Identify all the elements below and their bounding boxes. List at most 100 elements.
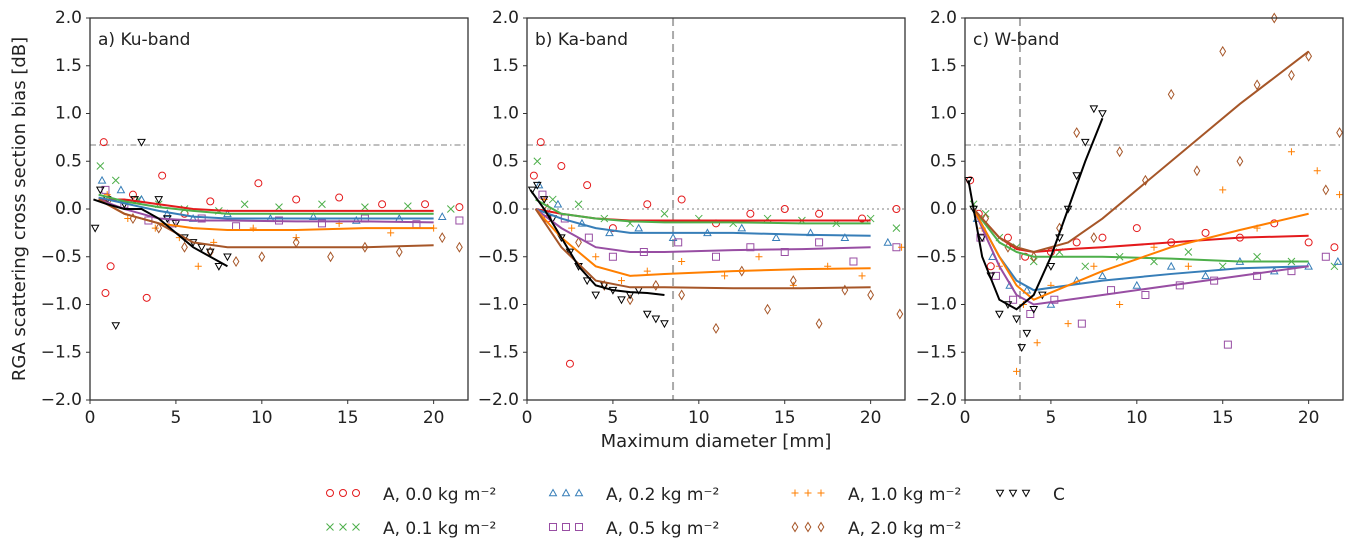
data-point: [1253, 252, 1261, 261]
fit-line: [972, 208, 1309, 253]
y-tick-label: 1.0: [930, 104, 957, 124]
data-point: [591, 291, 601, 300]
data-point: [565, 359, 574, 368]
data-point: [721, 272, 729, 280]
data-point: [617, 296, 626, 305]
legend-marker: [575, 523, 583, 531]
legend-label: A, 1.0 kg m⁻²: [848, 485, 961, 505]
data-point: [964, 177, 973, 185]
data-point: [1321, 252, 1330, 261]
data-point: [1330, 243, 1339, 252]
data-point: [1046, 263, 1056, 271]
y-tick-label: −1.5: [916, 342, 957, 362]
x-tick-label: 0: [522, 408, 533, 428]
data-point: [892, 243, 901, 252]
data-point: [155, 222, 163, 234]
legend-marker: [791, 489, 799, 497]
x-tick-label: 5: [170, 408, 181, 428]
panel: −2.0 −1.5 −1.0 −0.5 0.0 0.5 1.0 1.5 2.0 0 5 10 15 20 a…: [9, 8, 469, 428]
data-point: [592, 253, 600, 261]
data-point: [137, 138, 146, 147]
y-tick-label: −1.5: [41, 342, 82, 362]
fit-line: [534, 208, 871, 290]
legend-marker: [549, 523, 557, 531]
x-tick-label: 10: [251, 408, 273, 428]
legend-marker: [548, 488, 558, 497]
legend-marker: [326, 523, 334, 531]
data-point: [1080, 138, 1090, 147]
data-point: [605, 228, 614, 237]
data-point: [142, 293, 151, 302]
y-tick-label: −1.0: [41, 295, 82, 315]
data-point: [116, 185, 126, 194]
data-point: [1322, 184, 1330, 196]
y-tick-label: −1.0: [478, 295, 519, 315]
data-point: [1193, 165, 1201, 177]
data-point: [584, 233, 593, 242]
panel-title: b) Ka-band: [535, 30, 628, 50]
data-point: [1270, 219, 1279, 228]
y-tick-label: −2.0: [41, 390, 82, 410]
legend-marker: [352, 489, 361, 497]
legend-marker: [1008, 489, 1018, 498]
y-axis-label: RGA scattering cross section bias [dB]: [9, 37, 30, 381]
legend-marker: [326, 489, 335, 497]
data-point: [536, 138, 545, 147]
data-point: [361, 241, 369, 253]
y-tick-label: −2.0: [916, 390, 957, 410]
data-point: [553, 199, 563, 208]
data-point: [557, 162, 566, 171]
y-tick-label: 2.0: [492, 8, 519, 28]
data-point: [1033, 339, 1041, 347]
data-point: [1009, 295, 1018, 304]
data-point: [151, 224, 159, 232]
data-point: [1012, 315, 1021, 324]
fit-line: [98, 198, 434, 212]
data-point: [1142, 174, 1149, 186]
data-point: [840, 233, 850, 241]
data-point: [1313, 167, 1321, 175]
data-point: [1026, 310, 1035, 319]
data-point: [446, 205, 455, 213]
data-point: [1184, 262, 1192, 270]
legend-label: A, 2.0 kg m⁻²: [848, 519, 961, 539]
data-point: [712, 252, 720, 261]
data-point: [738, 265, 746, 277]
legend-marker: [804, 521, 812, 533]
data-point: [205, 248, 215, 257]
y-tick-label: −2.0: [478, 390, 519, 410]
data-point: [1236, 155, 1244, 167]
data-point: [1098, 110, 1107, 119]
y-tick-label: −1.0: [916, 295, 957, 315]
legend-marker: [1021, 489, 1031, 498]
data-point: [1150, 243, 1158, 251]
data-point: [674, 238, 683, 247]
data-point: [1046, 247, 1055, 256]
fit-line: [529, 189, 665, 296]
data-point: [1288, 69, 1295, 81]
data-point: [421, 200, 430, 209]
panel-title: a) Ku-band: [98, 30, 190, 50]
data-point: [789, 275, 797, 287]
data-point: [746, 209, 755, 218]
plot-frame: [526, 17, 906, 401]
data-point: [1077, 319, 1086, 328]
data-point: [111, 176, 120, 185]
data-point: [395, 246, 403, 258]
y-tick-label: 0.0: [55, 199, 82, 219]
data-point: [539, 196, 549, 204]
data-point: [1022, 329, 1032, 338]
data-point: [437, 212, 447, 220]
fit-line: [972, 208, 1309, 306]
data-point: [1050, 295, 1059, 304]
data-point: [1132, 224, 1141, 233]
data-point: [1116, 301, 1124, 308]
legend: A, 0.0 kg m⁻² A, 0.1 kg m⁻² A, 0.2 kg m⁻² A…: [326, 485, 1065, 539]
data-point: [1098, 233, 1107, 242]
data-point: [1201, 228, 1210, 237]
legend-label: C: [1053, 485, 1065, 505]
data-point: [361, 203, 369, 211]
data-point: [1184, 248, 1193, 256]
data-point: [764, 303, 771, 315]
data-point: [639, 247, 648, 256]
